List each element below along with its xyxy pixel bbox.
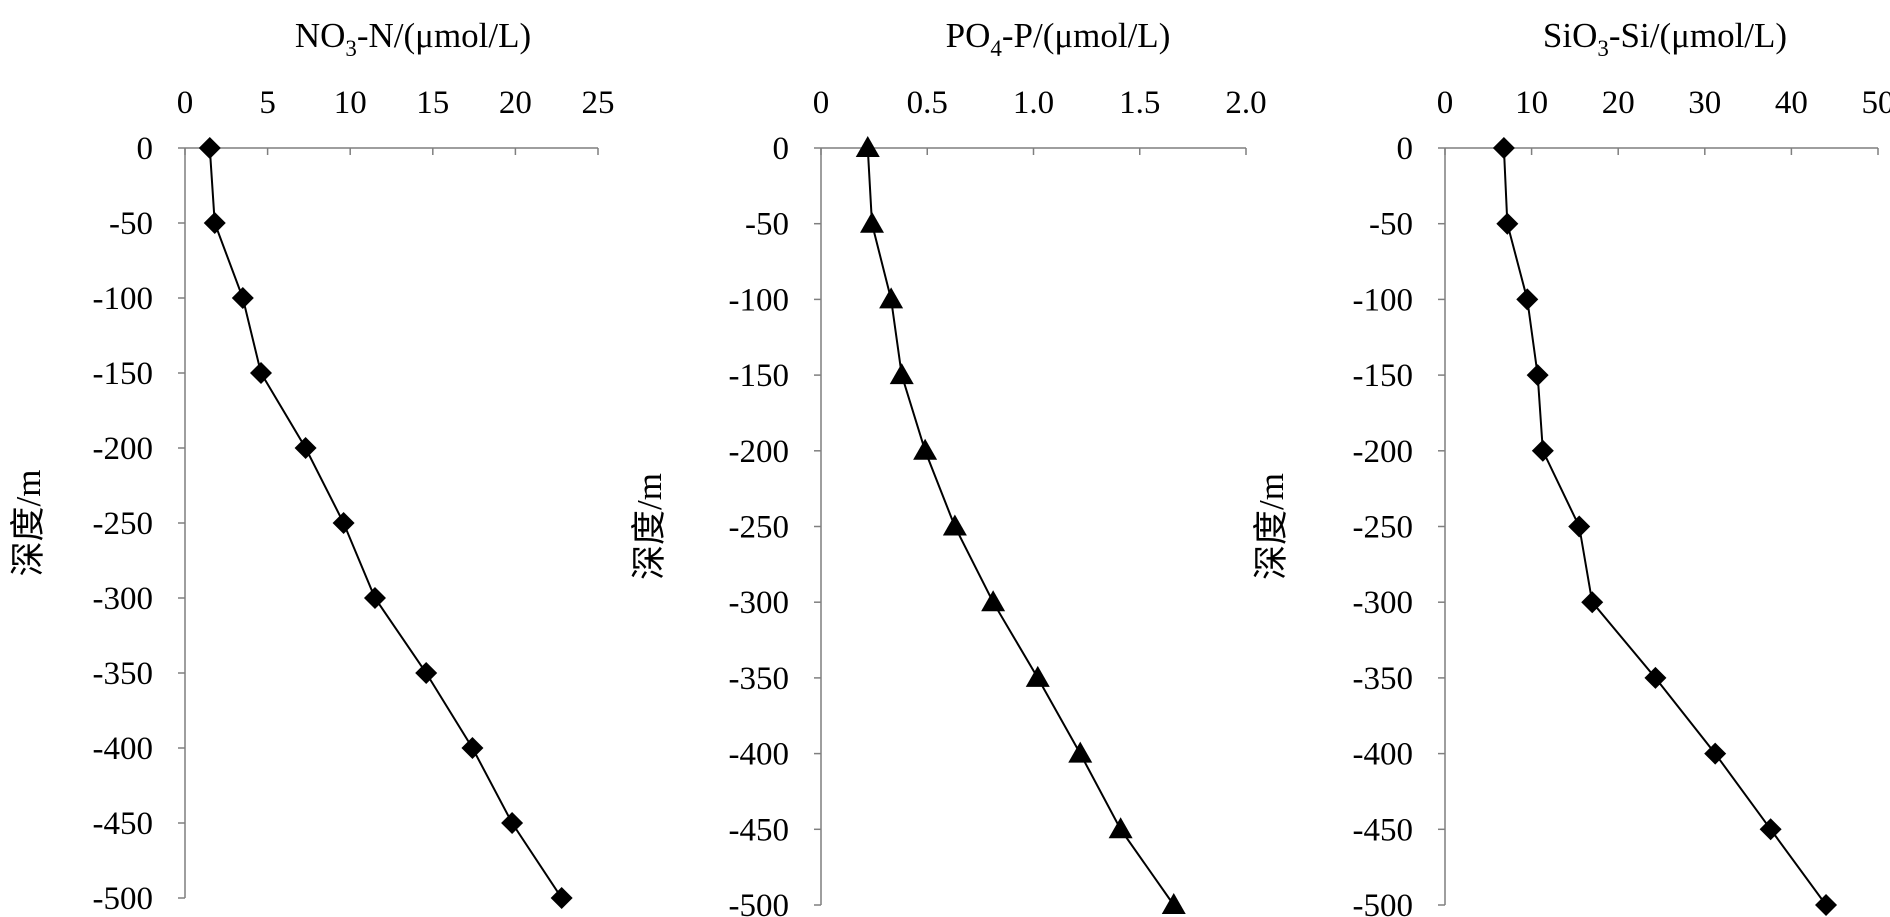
data-point-triangle	[889, 363, 914, 385]
x-tick-label: 25	[582, 85, 615, 121]
y-tick-label: -150	[729, 358, 790, 394]
x-tick-label: 50	[1862, 85, 1890, 121]
data-point-diamond	[1531, 439, 1554, 462]
data-point-triangle	[1025, 665, 1050, 687]
series-line	[1502, 147, 1827, 906]
data-point-triangle	[879, 287, 904, 309]
data-point-diamond	[1516, 288, 1539, 311]
y-tick-label: -300	[93, 581, 154, 617]
y-tick-label: -100	[729, 282, 790, 318]
y-tick-label: 0	[137, 131, 154, 167]
y-tick-label: -450	[1353, 812, 1414, 848]
data-point-diamond	[1492, 137, 1515, 159]
data-point-diamond	[1704, 742, 1727, 765]
data-point-triangle	[942, 514, 967, 536]
data-point-diamond	[198, 137, 221, 159]
y-tick-label: 0	[1397, 131, 1414, 167]
y-tick-label: -400	[729, 737, 790, 773]
x-tick-label: 0	[813, 85, 830, 121]
data-point-diamond	[1759, 818, 1782, 841]
y-axis-label: 深度/m	[1252, 473, 1291, 580]
y-tick-label: 0	[773, 131, 790, 167]
data-point-diamond	[461, 737, 484, 759]
x-tick-label: 1.5	[1119, 85, 1160, 121]
chart-panel-2: 0 0.5 1.0 1.5 2.0 0 -50 -100 -150 -200 -250 -300 -35…	[630, 16, 1267, 917]
y-tick-label: -500	[93, 881, 154, 917]
x-tick-label: 5	[259, 85, 276, 121]
x-tick-label: 10	[334, 85, 367, 121]
x-tick-label: 20	[1602, 85, 1635, 121]
y-tick-label: -50	[1369, 207, 1413, 243]
chart-title: NO3-N/(μmol/L)	[295, 16, 531, 61]
data-point-diamond	[1644, 666, 1667, 689]
y-tick-label: -100	[1353, 282, 1414, 318]
y-tick-label: -400	[1353, 737, 1414, 773]
chart-panel-1: 0 5 10 15 20 25 0 -50 -100 -150 -200 -250 -300 -350 -4…	[9, 16, 615, 917]
data-point-triangle	[1161, 893, 1186, 914]
y-tick-label: -450	[729, 812, 790, 848]
data-point-diamond	[363, 587, 386, 609]
x-tick-label: 0	[1437, 85, 1454, 121]
y-tick-label: -250	[93, 506, 154, 542]
data-point-diamond	[1526, 364, 1549, 387]
y-axis-label: 深度/m	[9, 470, 48, 577]
y-tick-label: -50	[109, 206, 153, 242]
x-tick-label: 10	[1515, 85, 1548, 121]
data-point-diamond	[1568, 515, 1591, 538]
chart-title: PO4-P/(μmol/L)	[946, 16, 1171, 61]
data-point-diamond	[1815, 894, 1838, 916]
y-tick-label: -150	[1353, 358, 1414, 394]
data-point-diamond	[501, 812, 524, 834]
y-tick-label: -500	[1353, 888, 1414, 917]
x-tick-label: 30	[1688, 85, 1721, 121]
data-point-diamond	[1496, 212, 1519, 235]
y-tick-label: -300	[1353, 585, 1414, 621]
y-tick-label: -100	[93, 281, 154, 317]
y-axis-label: 深度/m	[630, 473, 669, 580]
y-tick-label: -350	[93, 656, 154, 692]
x-tick-label: 2.0	[1225, 85, 1266, 121]
y-tick-label: -500	[729, 888, 790, 917]
data-point-diamond	[1581, 591, 1604, 614]
series-line	[208, 147, 563, 899]
data-point-diamond	[249, 362, 272, 384]
data-point-triangle	[855, 136, 880, 157]
y-tick-label: -250	[1353, 510, 1414, 546]
x-tick-label: 0.5	[907, 85, 948, 121]
y-tick-label: -350	[1353, 661, 1414, 697]
x-tick-label: 1.0	[1013, 85, 1054, 121]
y-tick-label: -50	[745, 207, 789, 243]
data-point-triangle	[981, 590, 1006, 612]
y-tick-label: -350	[729, 661, 790, 697]
y-tick-label: -200	[1353, 434, 1414, 470]
chart-title: SiO3-Si/(μmol/L)	[1543, 16, 1787, 61]
data-point-diamond	[415, 662, 438, 684]
x-tick-label: 15	[416, 85, 449, 121]
y-tick-label: -250	[729, 510, 790, 546]
y-tick-label: -200	[93, 431, 154, 467]
data-point-triangle	[1068, 741, 1093, 763]
data-point-triangle	[913, 438, 938, 460]
y-tick-label: -150	[93, 356, 154, 392]
data-point-diamond	[231, 287, 254, 309]
y-tick-label: -450	[93, 806, 154, 842]
x-tick-label: 20	[499, 85, 532, 121]
y-tick-label: -200	[729, 434, 790, 470]
y-tick-label: -300	[729, 585, 790, 621]
data-point-diamond	[550, 887, 573, 909]
data-point-triangle	[1108, 817, 1133, 839]
y-tick-label: -400	[93, 731, 154, 767]
data-point-diamond	[294, 437, 317, 459]
data-point-diamond	[332, 512, 355, 534]
data-point-diamond	[203, 212, 226, 234]
x-tick-label: 40	[1775, 85, 1808, 121]
data-point-triangle	[860, 211, 884, 233]
series-line	[866, 147, 1175, 906]
x-tick-label: 0	[177, 85, 194, 121]
chart-panel-3: 0 10 20 30 40 50 0 -50 -100 -150 -200 -250 -300 -350 -…	[1252, 16, 1890, 917]
